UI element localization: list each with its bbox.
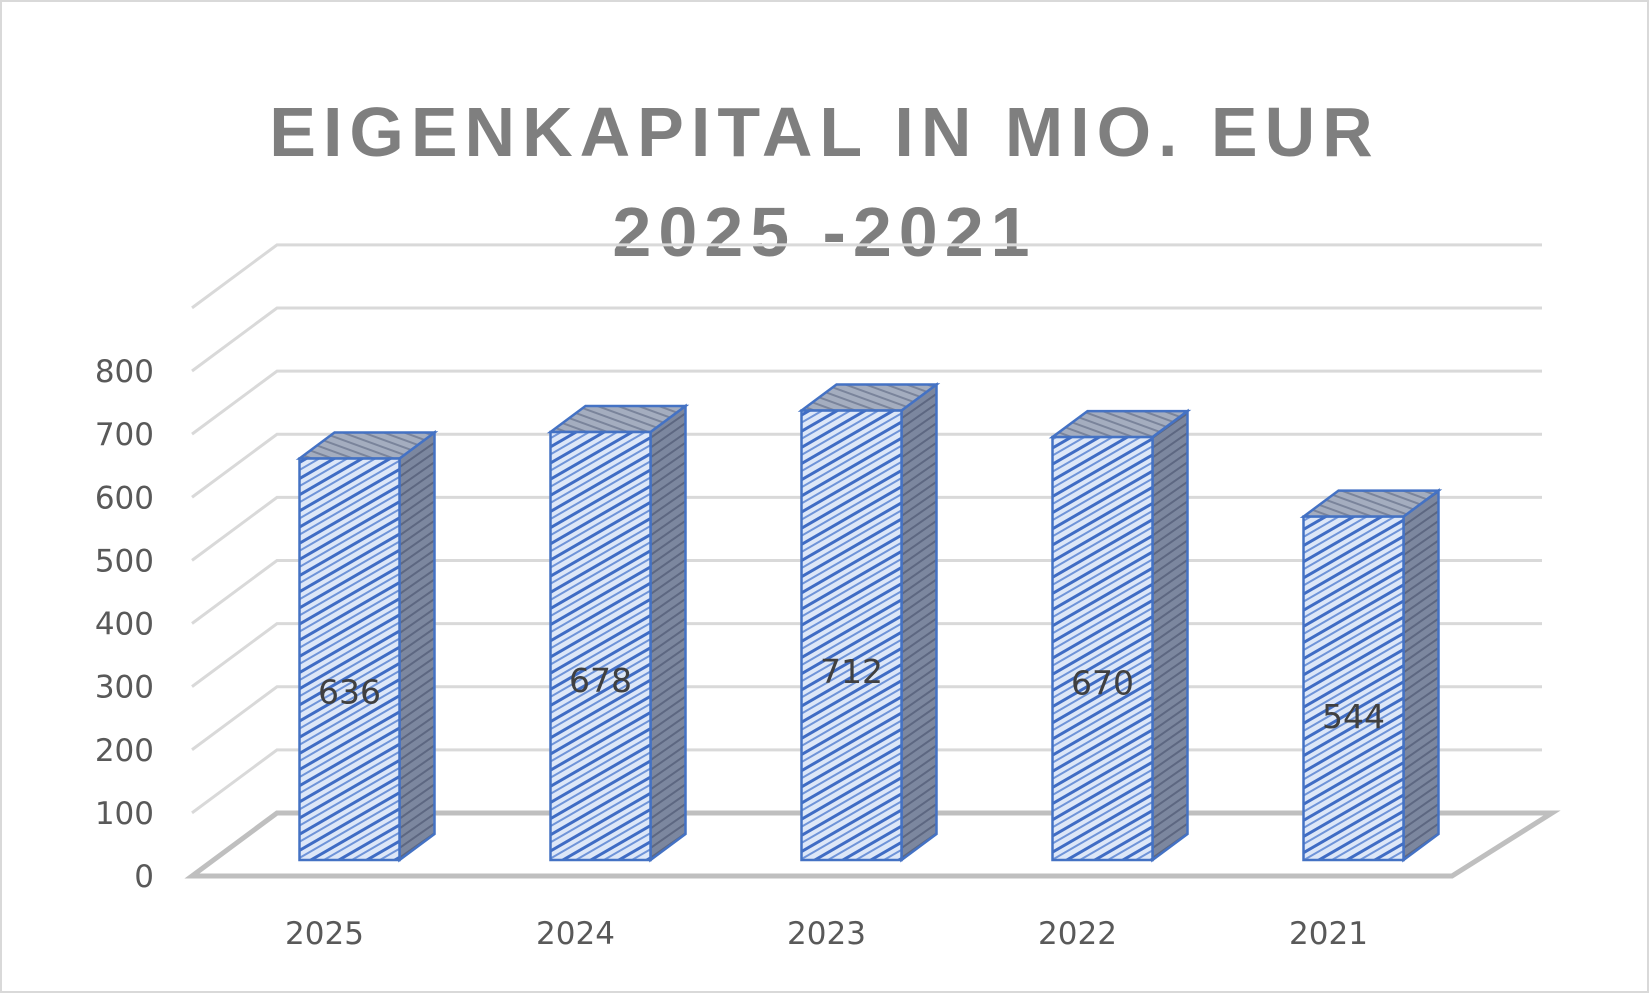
bar-front-2023: [800, 409, 903, 862]
data-label-2022: 670: [1071, 663, 1134, 702]
data-label-2025: 636: [318, 672, 381, 711]
chart-title-line-2: 2025 -2021: [612, 193, 1037, 271]
gridline-top: [191, 243, 1542, 310]
y-tick-label-300: 300: [95, 670, 154, 706]
bar-2024: 678: [546, 403, 690, 863]
bars: 636 678 712 670 544: [295, 382, 1443, 863]
x-axis: 2025 2024 2023 2022 2021: [285, 916, 1368, 952]
data-label-2021: 544: [1322, 697, 1385, 736]
bar-front-2022: [1051, 435, 1154, 862]
data-label-2024: 678: [569, 661, 632, 700]
x-tick-label-2021: 2021: [1289, 916, 1368, 952]
chart-title: EIGENKAPITAL IN MIO. EUR 2025 -2021: [2, 82, 1647, 282]
gridline-800: [191, 306, 1542, 373]
y-tick-label-500: 500: [95, 543, 154, 579]
y-tick-label-600: 600: [95, 480, 154, 516]
bar-side-2022: [1151, 408, 1189, 863]
gridline-700: [191, 369, 1542, 436]
x-tick-label-2024: 2024: [536, 916, 615, 952]
x-tick-label-2023: 2023: [787, 916, 866, 952]
bar-side-2024: [649, 403, 687, 863]
data-label-2023: 712: [820, 652, 883, 691]
y-tick-label-200: 200: [95, 733, 154, 769]
y-tick-label-700: 700: [95, 417, 154, 453]
y-tick-label-100: 100: [95, 796, 154, 832]
bar-front-2021: [1302, 515, 1405, 862]
x-tick-label-2022: 2022: [1038, 916, 1117, 952]
bar-side-2025: [398, 430, 436, 863]
bar-front-2024: [549, 430, 652, 862]
bar-2021: 544: [1299, 488, 1443, 863]
y-tick-label-400: 400: [95, 607, 154, 643]
x-tick-label-2025: 2025: [285, 916, 364, 952]
y-tick-label-0: 0: [134, 859, 154, 895]
bar-2022: 670: [1048, 408, 1192, 863]
chart-title-line-1: EIGENKAPITAL IN MIO. EUR: [269, 93, 1380, 171]
y-tick-label-800: 800: [95, 354, 154, 390]
y-axis: 0 100 200 300 400 500 600 700 800: [95, 354, 154, 895]
bar-2023: 712: [797, 382, 941, 863]
bar-front-2025: [298, 457, 401, 862]
bar-side-2023: [900, 382, 938, 863]
bar-2025: 636: [295, 430, 439, 863]
bar-side-2021: [1402, 488, 1440, 863]
